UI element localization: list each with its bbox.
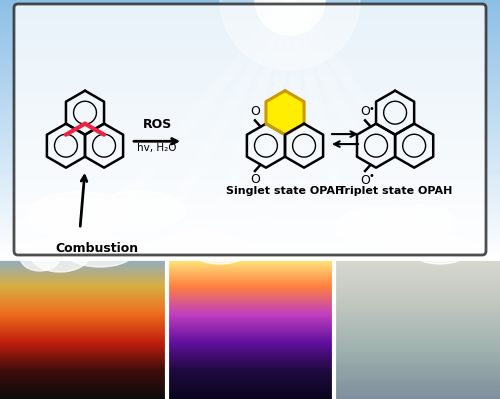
FancyBboxPatch shape	[14, 4, 486, 255]
Text: Combustion: Combustion	[55, 242, 138, 255]
Ellipse shape	[410, 234, 470, 264]
Text: •: •	[368, 171, 374, 181]
Circle shape	[255, 0, 325, 35]
Ellipse shape	[385, 205, 455, 237]
Text: O: O	[250, 105, 260, 118]
Text: Triplet state OPAH: Triplet state OPAH	[338, 186, 452, 196]
Ellipse shape	[65, 235, 135, 267]
Ellipse shape	[30, 236, 90, 272]
Text: O: O	[360, 174, 370, 187]
Ellipse shape	[395, 230, 445, 258]
Text: ROS: ROS	[142, 118, 172, 131]
Ellipse shape	[190, 234, 250, 264]
Text: O: O	[360, 105, 370, 118]
Ellipse shape	[340, 206, 420, 242]
Ellipse shape	[335, 212, 385, 242]
Polygon shape	[266, 91, 304, 135]
Circle shape	[220, 0, 360, 70]
Text: O: O	[250, 173, 260, 186]
Text: •: •	[368, 105, 374, 115]
Ellipse shape	[27, 198, 83, 234]
Ellipse shape	[158, 234, 202, 260]
Ellipse shape	[175, 230, 225, 258]
Text: Singlet state OPAH: Singlet state OPAH	[226, 186, 344, 196]
Ellipse shape	[30, 192, 130, 236]
Text: hv, H₂O: hv, H₂O	[138, 143, 177, 153]
Ellipse shape	[95, 191, 185, 231]
Ellipse shape	[20, 243, 60, 271]
